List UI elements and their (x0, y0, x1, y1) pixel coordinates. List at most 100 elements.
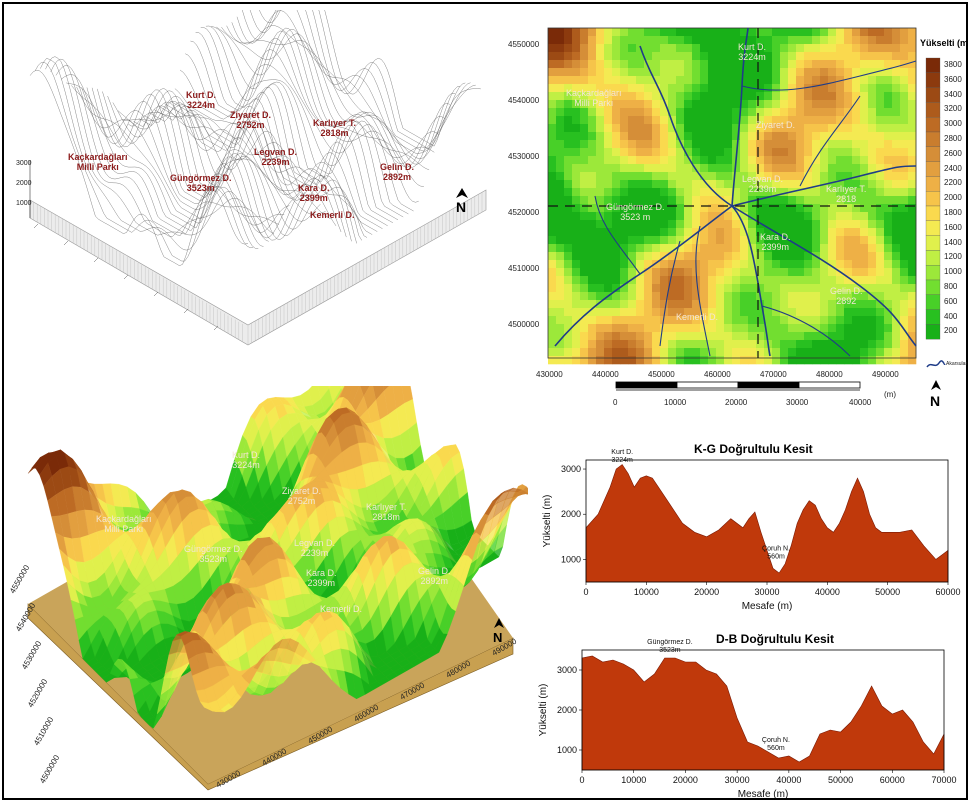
persp-y-tick: 4530000 (20, 639, 44, 671)
persp-label-gungormez: Güngörmez D. 3523m (184, 544, 243, 564)
y-tick-label: 1000 (561, 554, 581, 564)
legend-value: 3600 (944, 74, 962, 84)
map-label-kemerli: Kemerli D. (676, 312, 719, 322)
map-x-tick-480000: 480000 (816, 370, 843, 379)
river-path (594, 195, 641, 275)
legend-swatch (925, 146, 941, 162)
map-label-kara: Kara D. 2399m (760, 232, 791, 252)
x-tick-label: 0 (583, 587, 588, 597)
wire-label-kurt: Kurt D. 3224m (186, 90, 216, 110)
map-x-tick-450000: 450000 (648, 370, 675, 379)
x-tick-label: 10000 (634, 587, 659, 597)
profile-kg-panel: 0 10000 20000 30000 40000 50000 60000 1000 2000 3… (538, 440, 966, 612)
map-x-tick-470000: 470000 (760, 370, 787, 379)
scale-tick-10000: 10000 (664, 398, 687, 407)
x-tick-label: 40000 (776, 775, 801, 785)
legend-swatch (925, 294, 941, 310)
y-axis-label: Yükselti (m) (538, 684, 549, 737)
legend-swatch (925, 279, 941, 295)
rivers (554, 27, 917, 357)
map-label-legvan: Legvan D. 2239m (742, 174, 784, 194)
wire-label-kackar: Kaçkardağları Milli Parkı (68, 152, 128, 172)
legend-value: 3400 (944, 89, 962, 99)
wire-label-kariyer: Karlıyer T. 2818m (313, 118, 357, 138)
legend-value: 800 (944, 282, 958, 291)
river-path (659, 240, 681, 347)
profile-db-chart: 0 10000 20000 30000 40000 50000 60000 70000 1000… (538, 639, 957, 800)
profile-area (581, 655, 945, 771)
legend-swatch (925, 265, 941, 281)
river-legend-label: Akarsular (946, 361, 968, 367)
map-y-tick-4510000: 4510000 (508, 264, 540, 273)
scale-unit: (m) (884, 390, 896, 399)
map-y-tick-4530000: 4530000 (508, 152, 540, 161)
legend-swatch (925, 309, 941, 325)
legend-value: 600 (944, 296, 958, 306)
wire-label-kemerli: Kemerli D. (310, 210, 355, 220)
persp-label-kurt: Kurt D. 3224m (232, 450, 261, 470)
profile-annotation: 560m (767, 553, 785, 560)
legend-value: 2200 (944, 178, 962, 188)
legend-swatch (925, 250, 941, 266)
legend-value: 1800 (944, 208, 962, 217)
elevation-contour-map (547, 27, 941, 391)
river-legend-icon (926, 360, 946, 368)
profile-annotation: 3224m (611, 457, 633, 464)
profile-annotation: Çoruh N. (762, 545, 790, 552)
persp-north-arrow-icon: N (493, 618, 504, 644)
legend-swatch (925, 117, 941, 133)
elevation-map-panel: 4550000 4540000 4530000 4520000 4510000 … (500, 26, 968, 416)
wire-base (29, 189, 487, 346)
persp-y-tick: 4510000 (32, 715, 56, 747)
legend-swatch (925, 220, 941, 236)
wire-z-tick-1000: 1000 (16, 200, 32, 207)
wireframe-surface (29, 0, 487, 346)
legend-value: 1200 (944, 252, 962, 262)
legend-value: 1000 (944, 267, 962, 277)
river-path (695, 225, 711, 357)
profile-kg-title: K-G Doğrultulu Kesit (694, 442, 813, 456)
scale-tick-0: 0 (613, 398, 618, 407)
map-label-gungormez: Güngörmez D. 3523 m (606, 202, 665, 222)
scale-bar (615, 381, 861, 391)
legend-value: 400 (944, 311, 958, 321)
map-x-tick-490000: 490000 (872, 370, 899, 379)
y-tick-label: 2000 (557, 705, 577, 715)
legend-value: 3000 (944, 119, 962, 129)
scale-tick-30000: 30000 (786, 398, 809, 407)
legend-swatch (925, 161, 941, 177)
legend-value: 3200 (944, 104, 962, 114)
wire-mesh (29, 0, 481, 266)
map-y-tick-4520000: 4520000 (508, 208, 540, 217)
x-tick-label: 30000 (725, 775, 750, 785)
legend-swatch (925, 57, 941, 73)
x-tick-label: 20000 (673, 775, 698, 785)
x-tick-label: 10000 (621, 775, 646, 785)
legend-swatch (925, 176, 941, 192)
map-label-ziyaret: Ziyaret D. (756, 120, 796, 130)
map-label-kackar: Kaçkardağları Milli Parkı (566, 88, 622, 108)
profile-annotation: Güngörmez D. (647, 639, 693, 646)
map-x-tick-430000: 430000 (536, 370, 563, 379)
profile-annotation: Çoruh N. (762, 737, 790, 744)
scale-tick-20000: 20000 (725, 398, 748, 407)
legend-value: 1400 (944, 237, 962, 247)
profile-db-panel: 0 10000 20000 30000 40000 50000 60000 70000 1000… (538, 628, 966, 800)
legend-value: 2600 (944, 148, 962, 158)
x-tick-label: 40000 (815, 587, 840, 597)
wire-z-tick-3000: 3000 (16, 160, 32, 167)
legend-swatch (925, 87, 941, 103)
wire-label-ziyaret: Ziyaret D. 2752m (230, 110, 272, 130)
river-path (731, 205, 917, 347)
svg-text:N: N (456, 199, 466, 214)
x-axis-label: Mesafe (m) (738, 789, 789, 798)
map-label-kurt: Kurt D. 3224m (738, 42, 767, 62)
map-x-tick-460000: 460000 (704, 370, 731, 379)
profile-kg-chart: 0 10000 20000 30000 40000 50000 60000 1000 2000 3… (542, 449, 961, 612)
y-tick-label: 3000 (561, 464, 581, 474)
legend-swatch (925, 205, 941, 221)
y-axis-label: Yükselti (m) (542, 495, 553, 548)
persp-label-kackar: Kaçkardağları Milli Parkı (96, 514, 152, 534)
persp-label-gelin: Gelin D. 2892m (418, 566, 451, 586)
map-y-tick-4550000: 4550000 (508, 40, 540, 49)
